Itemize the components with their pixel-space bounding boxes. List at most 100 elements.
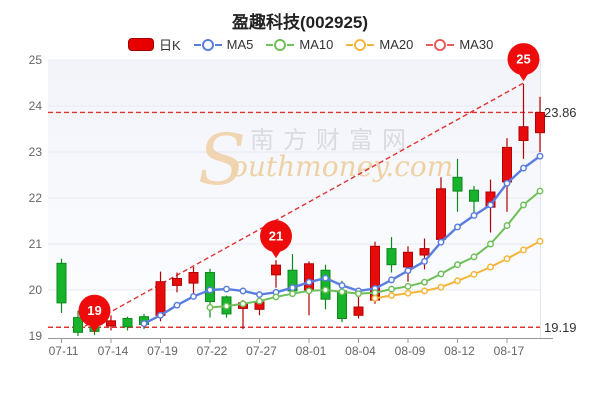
legend-item-ma20: MA20 bbox=[346, 37, 413, 52]
y-axis-label: 19 bbox=[29, 329, 43, 343]
ma20-marker bbox=[404, 289, 412, 297]
y-axis-label: 22 bbox=[29, 191, 43, 205]
candle-body bbox=[469, 189, 479, 202]
legend-label: MA20 bbox=[379, 37, 414, 52]
ma10-marker bbox=[487, 240, 494, 248]
ma5-marker bbox=[190, 292, 197, 300]
ma10-marker bbox=[421, 278, 428, 286]
x-axis-label: 07-11 bbox=[49, 344, 79, 358]
ma5-marker bbox=[421, 258, 428, 265]
ma5-marker bbox=[454, 223, 461, 231]
ma5-marker bbox=[470, 212, 478, 219]
ma10-marker bbox=[305, 287, 313, 295]
x-axis-label: 08-09 bbox=[395, 344, 426, 358]
ma20-marker bbox=[388, 292, 395, 299]
ma20-marker bbox=[520, 246, 527, 254]
candle-body bbox=[386, 248, 397, 266]
ma10-marker bbox=[520, 201, 527, 209]
chart-title: 盈趣科技(002925) bbox=[231, 13, 369, 32]
ma10-marker bbox=[503, 222, 511, 230]
candle-body bbox=[436, 188, 446, 240]
candle-body bbox=[172, 278, 182, 286]
candle-body bbox=[122, 318, 133, 328]
ma5-marker bbox=[239, 287, 247, 295]
legend-label: MA10 bbox=[299, 37, 334, 52]
candle-body bbox=[419, 248, 430, 256]
ma20-marker bbox=[454, 277, 461, 285]
candle-body bbox=[106, 320, 116, 327]
candle-body bbox=[155, 281, 166, 316]
legend-label: MA5 bbox=[226, 37, 254, 52]
ma10-marker-icon bbox=[266, 38, 295, 51]
candle-body bbox=[353, 306, 364, 316]
price-hline-label: 19.19 bbox=[544, 320, 577, 335]
legend-label: MA30 bbox=[459, 37, 494, 52]
ma5-marker bbox=[305, 278, 313, 286]
ma10-marker bbox=[272, 293, 280, 301]
ma20-marker bbox=[503, 255, 511, 263]
ma10-marker bbox=[206, 304, 214, 311]
ma10-marker bbox=[239, 300, 247, 308]
ma20-marker bbox=[470, 270, 478, 278]
chart-legend: 日K MA5 MA10 MA20 MA30 bbox=[128, 35, 493, 54]
ma20-marker bbox=[487, 263, 494, 271]
price-balloon bbox=[507, 43, 540, 76]
candle-body bbox=[452, 176, 463, 192]
legend-item-ma30: MA30 bbox=[426, 37, 493, 52]
ma5-marker bbox=[206, 286, 214, 294]
ma5-marker bbox=[437, 238, 445, 246]
x-axis-label: 08-04 bbox=[345, 344, 376, 358]
watermark-logo: S bbox=[198, 119, 246, 201]
price-balloon bbox=[260, 220, 292, 253]
ma10-marker bbox=[371, 289, 379, 297]
candle-body bbox=[304, 263, 314, 291]
ma20-marker-icon bbox=[346, 38, 375, 51]
legend-item-ma10: MA10 bbox=[266, 37, 333, 52]
ma10-marker bbox=[223, 302, 230, 310]
trendline bbox=[77, 82, 524, 331]
ma10-marker bbox=[355, 290, 362, 298]
ma5-marker bbox=[503, 179, 511, 187]
ma20-marker bbox=[536, 237, 544, 245]
y-axis-label: 23 bbox=[29, 145, 43, 159]
ma20-marker bbox=[437, 283, 445, 291]
ma5-marker bbox=[536, 152, 544, 160]
ma5-marker bbox=[338, 281, 346, 289]
x-axis-label: 07-14 bbox=[98, 344, 129, 358]
x-axis-label: 08-12 bbox=[444, 344, 475, 358]
candle-body bbox=[188, 272, 199, 284]
price-balloon bbox=[78, 294, 111, 327]
x-axis-label: 07-27 bbox=[246, 344, 277, 358]
candle-body bbox=[271, 264, 281, 276]
candle-body bbox=[73, 317, 83, 333]
ma5-marker bbox=[223, 285, 230, 293]
ma10-marker bbox=[470, 253, 478, 261]
ma10-marker bbox=[437, 270, 445, 278]
y-axis-label: 21 bbox=[29, 237, 43, 251]
ma5-marker bbox=[140, 320, 148, 328]
ma10-marker bbox=[388, 285, 395, 293]
x-axis-label: 07-22 bbox=[197, 344, 228, 358]
ma5-marker bbox=[157, 311, 164, 319]
ma5-marker bbox=[322, 274, 329, 282]
ma10-marker bbox=[454, 261, 461, 269]
ma10-marker bbox=[536, 187, 544, 195]
ma5-marker bbox=[487, 201, 494, 209]
price-balloon-label: 19 bbox=[87, 303, 101, 318]
ma20-marker bbox=[371, 294, 379, 302]
candle-body bbox=[518, 126, 529, 141]
candle-body bbox=[535, 111, 545, 134]
x-axis-label: 07-19 bbox=[147, 344, 178, 358]
ma5-marker bbox=[289, 284, 296, 292]
ma20-marker bbox=[421, 287, 428, 295]
ma10-marker bbox=[404, 282, 412, 290]
ma30-marker-icon bbox=[426, 38, 455, 51]
ma5-marker bbox=[256, 291, 263, 299]
price-hline-label: 23.86 bbox=[544, 105, 577, 120]
ma10-marker bbox=[338, 288, 346, 296]
candlestick-swatch-icon bbox=[128, 38, 154, 51]
candle-body bbox=[320, 269, 331, 300]
ma5-marker bbox=[173, 301, 181, 309]
